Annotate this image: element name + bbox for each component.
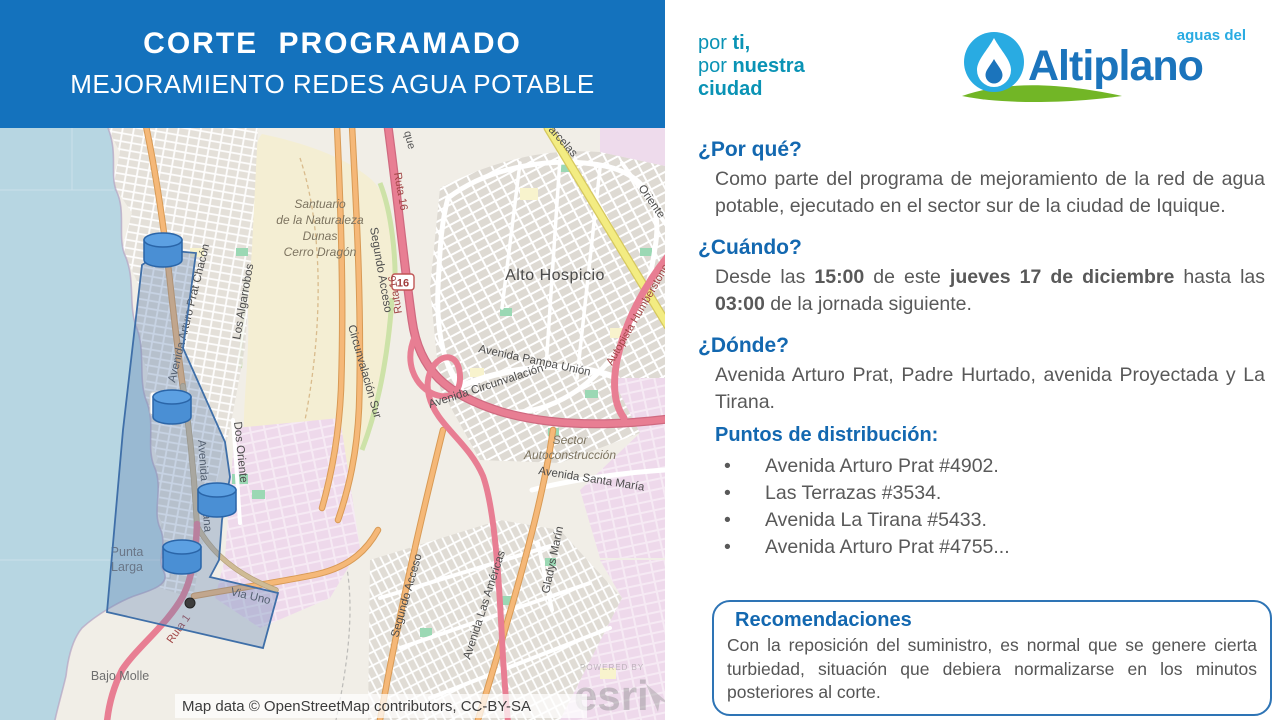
svg-text:Santuario: Santuario [294,197,346,211]
water-distribution-marker-3 [197,482,237,518]
logo-name: Altiplano [1028,42,1203,90]
svg-text:Punta: Punta [111,545,144,559]
list-item: • Avenida Arturo Prat #4902. [724,453,1265,480]
tagline-word: nuestra [732,55,805,77]
water-distribution-marker-1 [143,232,183,268]
svg-text:Map data © OpenStreetMap contr: Map data © OpenStreetMap contributors, C… [182,698,531,715]
bullet-icon: • [724,509,731,531]
outage-area-overlay [106,249,280,650]
section-title-when: ¿Cuándo? [698,236,802,259]
recommendations-title: Recomendaciones [735,609,912,631]
map-label-punta-larga: Punta Larga [111,545,144,574]
svg-text:Dunas: Dunas [303,229,338,243]
when-text: hasta las [1174,266,1265,288]
water-distribution-marker-4 [162,539,202,575]
tagline-word: ciudad [698,78,763,100]
svg-text:Cerro Dragón: Cerro Dragón [284,245,357,259]
map-point-marker [184,597,196,609]
recommendations-box: Recomendaciones Con la reposición del su… [712,600,1272,716]
map-graticule [0,128,160,561]
map-label-bajo-molle: Bajo Molle [91,669,149,683]
distribution-point: Avenida La Tirana #5433. [765,509,987,531]
section-title-where: ¿Dónde? [698,334,789,357]
list-item: • Las Terrazas #3534. [724,480,1265,507]
sections: ¿Por qué? Como parte del programa de mej… [698,138,1265,561]
info-panel: por ti, por nuestra ciudad Altiplano agu… [665,0,1280,720]
page-title: CORTE PROGRAMADO [143,27,522,60]
list-item: • Avenida Arturo Prat #4755... [724,534,1265,561]
section-body-why: Como parte del programa de mejoramiento … [715,168,1265,217]
distribution-point: Avenida Arturo Prat #4902. [765,455,999,477]
when-text: Desde las [715,266,815,288]
distribution-list: • Avenida Arturo Prat #4902. • Las Terraza… [698,453,1265,561]
svg-text:Larga: Larga [111,560,143,574]
page-subtitle: MEJORAMIENTO REDES AGUA POTABLE [70,69,595,99]
map: 16 que arcelas Oriente Ruta 16 Ruta 16 S… [0,128,665,720]
when-text: de la jornada siguiente. [764,293,972,315]
map-sea [0,128,166,720]
map-label-santuario: Santuario de la Naturaleza Dunas Cerro D… [276,197,364,259]
route-shield-16: 16 [391,273,415,291]
when-date: jueves 17 de diciembre [949,266,1175,288]
recommendations-body: Con la reposición del suministro, es nor… [727,635,1257,702]
svg-text:Autoconstrucción: Autoconstrucción [523,448,616,462]
bullet-icon: • [724,536,731,558]
map-label-sector: Sector Autoconstrucción [523,433,616,462]
tagline-word: por [698,32,733,54]
when-end-time: 03:00 [715,293,765,315]
list-item: • Avenida La Tirana #5433. [724,507,1265,534]
distribution-point: Las Terrazas #3534. [765,482,942,504]
when-start-time: 15:00 [814,266,865,288]
svg-text:POWERED BY: POWERED BY [580,663,644,672]
map-roads [103,128,665,720]
bullet-icon: • [724,482,731,504]
map-label-alto-hospicio: Alto Hospicio [505,267,605,284]
tagline-word: por [698,55,733,77]
map-attribution: Map data © OpenStreetMap contributors, C… [175,694,587,718]
cursor-arrow-icon [646,684,665,712]
section-body-when: Desde las 15:00 de este jueves 17 de dic… [715,264,1265,318]
header-banner: CORTE PROGRAMADO MEJORAMIENTO REDES AGUA… [0,0,665,128]
map-canvas: 16 que arcelas Oriente Ruta 16 Ruta 16 S… [0,128,665,720]
water-distribution-marker-2 [152,389,192,425]
logo-tag: aguas del [1177,27,1246,44]
tagline-word: ti, [732,32,751,54]
section-body-where: Avenida Arturo Prat, Padre Hurtado, aven… [715,364,1265,413]
company-logo: Altiplano aguas del [954,22,1254,115]
svg-text:de la Naturaleza: de la Naturaleza [276,213,364,227]
campaign-tagline: por ti, por nuestra ciudad [698,32,805,101]
bullet-icon: • [724,455,731,477]
section-title-why: ¿Por qué? [698,138,802,161]
svg-text:Sector: Sector [553,433,589,447]
distribution-point: Avenida Arturo Prat #4755... [765,536,1010,558]
distribution-title: Puntos de distribución: [715,424,939,446]
map-label-que: que [401,130,417,151]
map-coastline [54,128,166,720]
when-text: de este [864,266,950,288]
svg-text:16: 16 [397,278,409,290]
